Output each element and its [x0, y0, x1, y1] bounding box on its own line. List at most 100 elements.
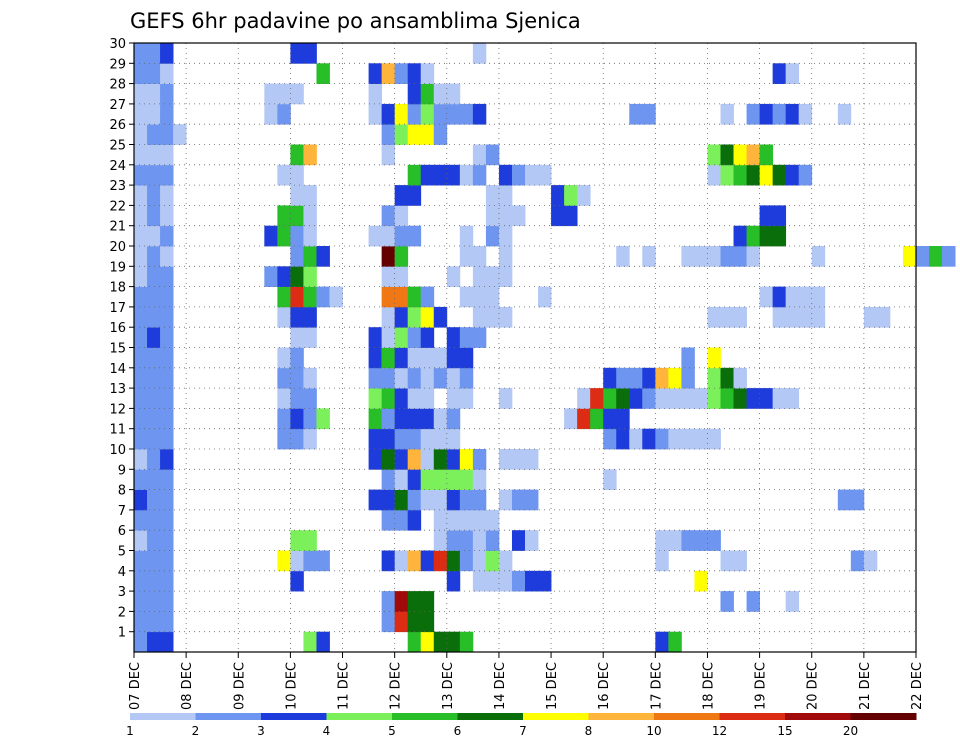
colorbar-label: 2 — [192, 724, 200, 738]
heatmap-cell — [720, 388, 734, 409]
heatmap-cell — [381, 408, 396, 430]
heatmap-cell — [629, 428, 643, 450]
heatmap-cell — [160, 530, 174, 551]
heatmap-cell — [733, 388, 747, 409]
heatmap-cell — [459, 631, 474, 653]
heatmap-cell — [629, 103, 643, 125]
heatmap-cell — [498, 449, 513, 470]
heatmap-cell — [720, 144, 734, 166]
heatmap-cell — [147, 550, 161, 572]
heatmap-cell — [694, 570, 708, 592]
heatmap-cell — [134, 550, 148, 572]
heatmap-cell — [498, 225, 513, 247]
heatmap-cell — [134, 83, 148, 105]
heatmap-cell — [394, 449, 409, 470]
x-axis: 07 DEC 08 DEC 09 DEC 10 DEC 11 DEC 12 DEC 13 D… — [128, 652, 925, 710]
y-tick-label: 9 — [118, 463, 126, 478]
heatmap-cell — [147, 408, 161, 430]
heatmap-cell — [303, 367, 317, 389]
heatmap-cell — [629, 367, 643, 389]
heatmap-cell — [759, 225, 774, 247]
heatmap-cell — [733, 164, 747, 186]
heatmap-cell — [381, 449, 396, 470]
y-tick-label: 15 — [109, 342, 126, 357]
heatmap-cell — [290, 144, 304, 166]
y-tick-label: 3 — [118, 585, 126, 600]
heatmap-cell — [525, 570, 539, 592]
x-tick-label: 20 DEC — [806, 662, 821, 710]
heatmap-cell — [759, 286, 774, 308]
heatmap-cell — [407, 550, 422, 572]
heatmap-cell — [134, 225, 148, 247]
heatmap-cell — [160, 63, 174, 84]
heatmap-cell — [134, 469, 148, 490]
heatmap-cell — [876, 306, 891, 328]
x-tick-label: 14 DEC — [493, 662, 508, 710]
heatmap-cell — [720, 550, 734, 572]
heatmap-cell — [290, 164, 304, 186]
heatmap-cell — [303, 530, 317, 551]
y-tick-label: 6 — [118, 524, 126, 539]
heatmap-cell — [160, 611, 174, 633]
heatmap-cell — [381, 144, 396, 166]
heatmap-cell — [134, 63, 148, 84]
colorbar-label: 7 — [519, 724, 527, 738]
heatmap-cell — [407, 611, 422, 633]
y-tick-label: 22 — [109, 199, 126, 214]
y-tick-label: 12 — [109, 402, 126, 417]
y-tick-label: 19 — [109, 260, 126, 275]
heatmap-cell — [134, 327, 148, 348]
heatmap-cell — [472, 489, 487, 511]
heatmap-cell — [433, 530, 448, 551]
heatmap-cell — [303, 246, 317, 267]
heatmap-cell — [603, 469, 617, 490]
heatmap-cell — [420, 611, 435, 633]
heatmap-cell — [616, 428, 630, 450]
colorbar-swatch — [523, 713, 589, 720]
heatmap-cell — [277, 286, 291, 308]
heatmap-cell — [420, 469, 435, 490]
heatmap-cell — [147, 631, 161, 653]
heatmap-cell — [290, 83, 304, 105]
heatmap-cell — [147, 306, 161, 328]
heatmap-cell — [472, 327, 487, 348]
heatmap-cell — [394, 327, 409, 348]
heatmap-cell — [420, 63, 435, 84]
x-tick-label: 18 DEC — [701, 662, 716, 710]
heatmap-cell — [681, 246, 695, 267]
x-tick-label: 11 DEC — [337, 662, 352, 710]
heatmap-cell — [147, 347, 161, 369]
heatmap-cell — [459, 347, 474, 369]
heatmap-cell — [147, 570, 161, 592]
heatmap-cell — [564, 185, 578, 206]
heatmap-cell — [707, 530, 721, 551]
heatmap-cell — [538, 164, 552, 186]
heatmap-cell — [381, 246, 396, 267]
heatmap-cell — [381, 327, 396, 348]
heatmap-cell — [407, 408, 422, 430]
heatmap-cell — [407, 347, 422, 369]
heatmap-cell — [655, 550, 669, 572]
heatmap-cell — [290, 428, 304, 450]
heatmap-cell — [446, 164, 461, 186]
heatmap-cell — [433, 469, 448, 490]
heatmap-cell — [681, 530, 695, 551]
heatmap-cell — [134, 388, 148, 409]
heatmap-cell — [446, 327, 461, 348]
grid-layer — [134, 43, 916, 652]
x-tick-label: 08 DEC — [180, 662, 195, 710]
heatmap-cell — [394, 347, 409, 369]
heatmap-cell — [420, 83, 435, 105]
heatmap-cell — [147, 185, 161, 206]
y-tick-label: 29 — [109, 57, 126, 72]
colorbar-swatch — [130, 713, 196, 720]
heatmap-cell — [772, 388, 787, 409]
heatmap-cell — [381, 205, 396, 227]
heatmap-cell — [433, 428, 448, 450]
heatmap-cell — [720, 367, 734, 389]
heatmap-cell — [407, 489, 422, 511]
heatmap-cell — [746, 388, 760, 409]
heatmap-cell — [303, 428, 317, 450]
